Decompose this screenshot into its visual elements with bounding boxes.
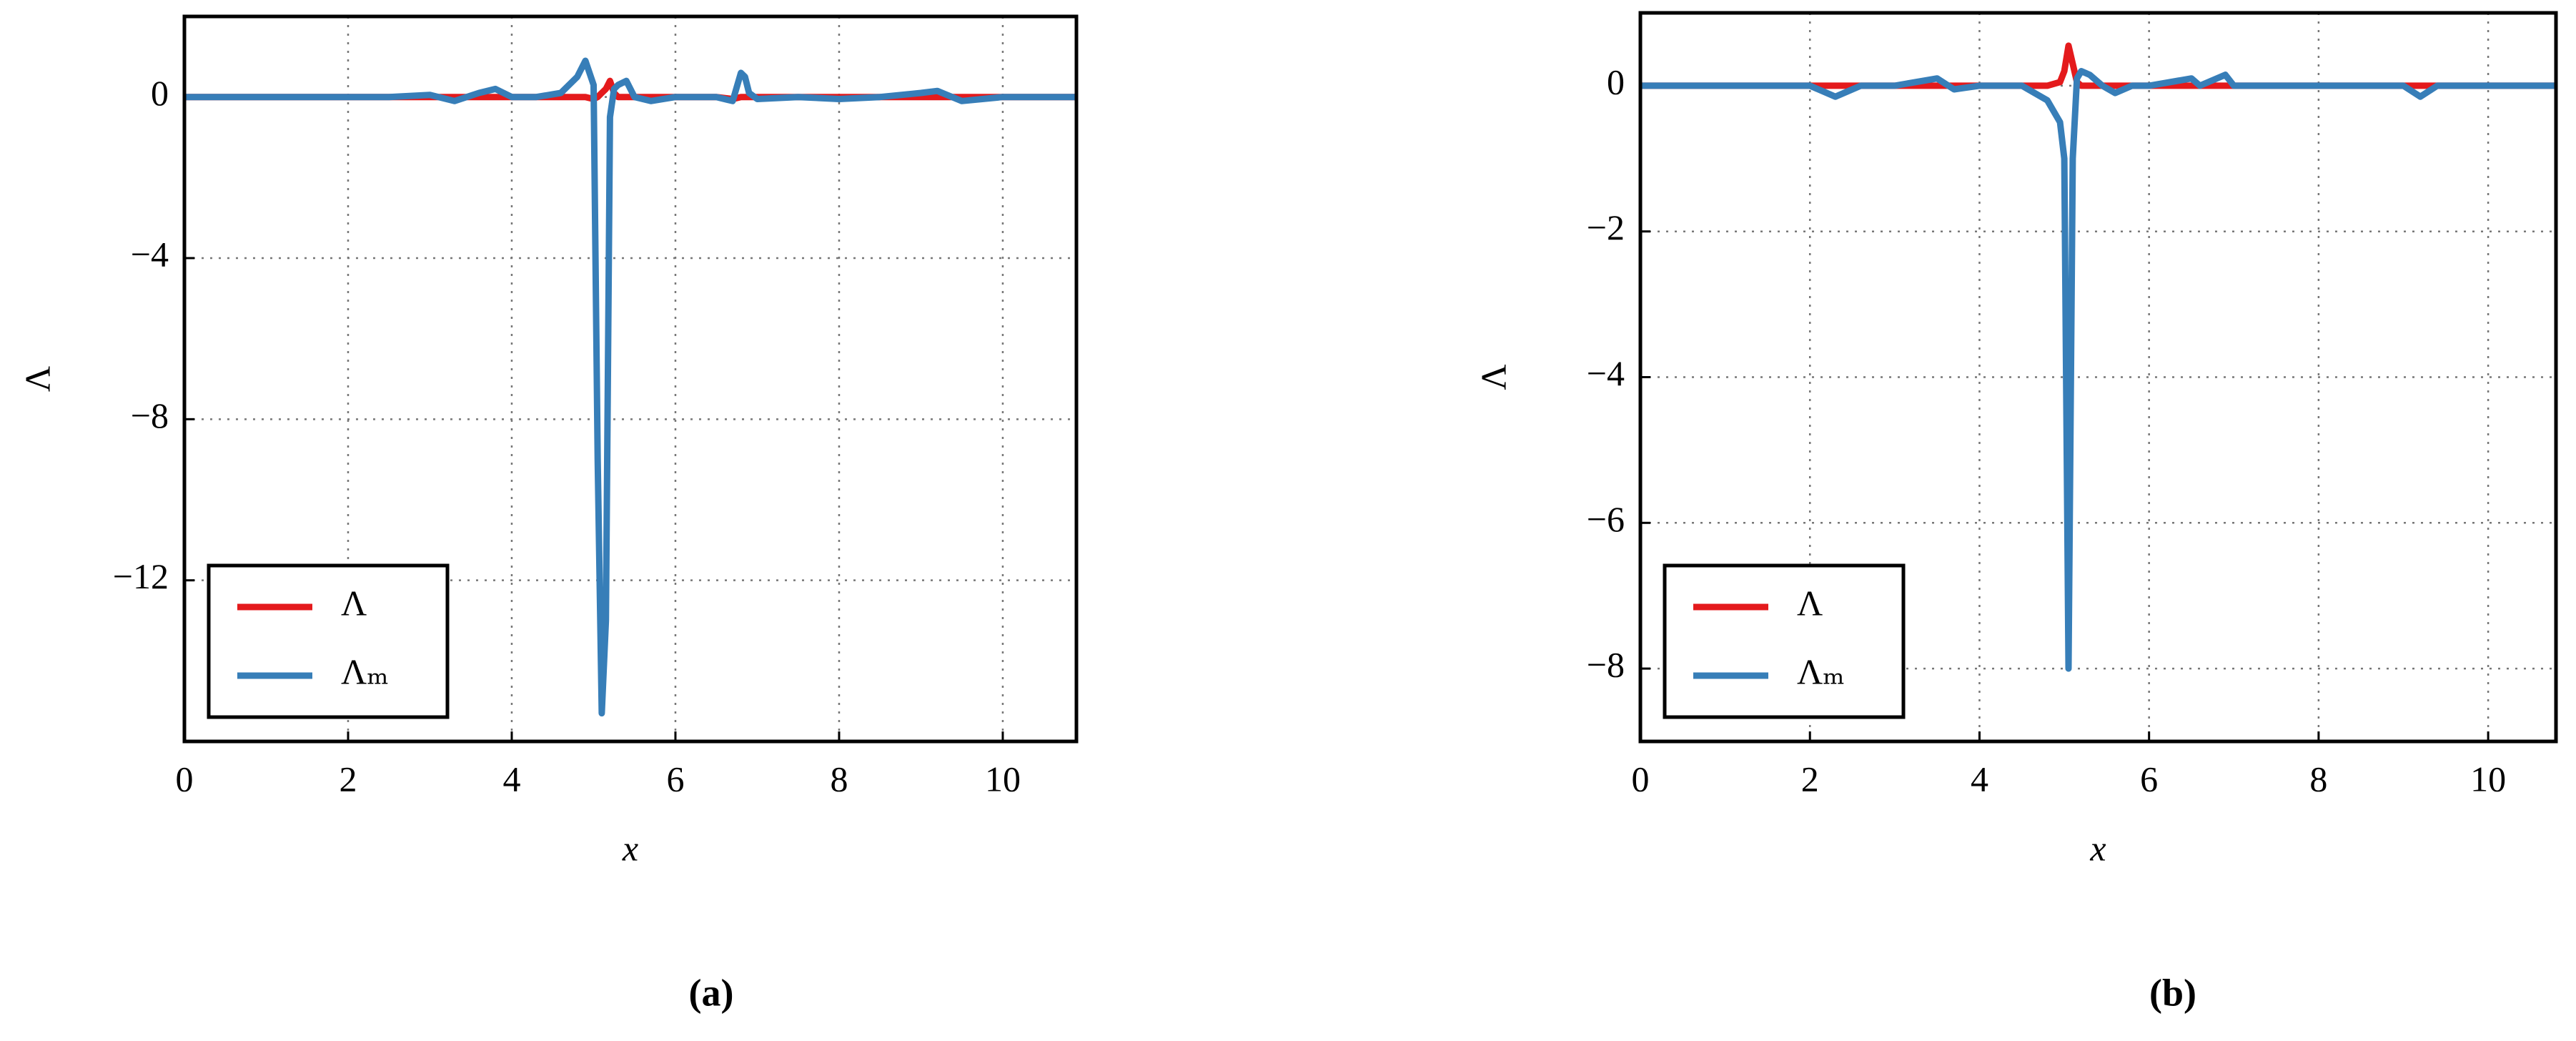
x-tick-label: 6 [2140,759,2158,799]
legend-label: Λₘ [341,651,389,691]
caption: (b) [2149,971,2196,1014]
y-axis-label: Λ [1473,364,1513,390]
data-line [1640,68,2556,672]
x-axis-label: x [2089,828,2106,868]
x-axis-label: x [622,828,638,868]
y-tick-label: −4 [131,234,169,274]
legend-label: Λ [1797,583,1823,623]
x-tick-label: 10 [985,759,1021,799]
plot-frame [1638,11,2558,744]
caption: (a) [689,971,734,1014]
x-tick-label: 2 [339,759,357,799]
x-tick-label: 4 [502,759,520,799]
x-tick-label: 8 [830,759,848,799]
y-tick-label: −4 [1587,353,1625,393]
y-tick-label: −2 [1587,207,1625,247]
y-axis-label: Λ [17,366,57,392]
x-tick-label: 8 [2309,759,2327,799]
legend-box [207,563,450,719]
y-tick-label: 0 [1607,61,1625,102]
y-tick-label: −8 [131,395,169,435]
x-tick-label: 2 [1801,759,1819,799]
x-tick-label: 0 [176,759,194,799]
legend-label: Λ [341,583,367,623]
plot-frame [182,14,1079,744]
legend-label: Λₘ [1797,651,1845,691]
y-tick-label: 0 [151,73,169,113]
data-line [184,57,1076,717]
x-tick-label: 4 [1971,759,1988,799]
x-tick-label: 0 [1632,759,1650,799]
x-tick-label: 6 [666,759,684,799]
y-tick-label: −8 [1587,645,1625,685]
legend-box [1663,563,1906,719]
y-tick-label: −6 [1587,499,1625,539]
y-tick-label: −12 [113,556,169,596]
x-tick-label: 10 [2470,759,2506,799]
